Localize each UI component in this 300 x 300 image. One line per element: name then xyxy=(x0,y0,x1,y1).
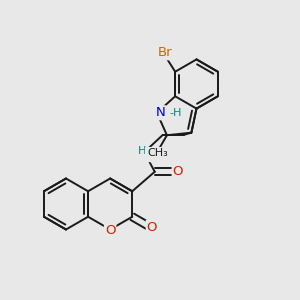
Text: O: O xyxy=(105,224,116,238)
Text: Br: Br xyxy=(158,46,172,59)
Text: O: O xyxy=(172,165,183,178)
Text: -H: -H xyxy=(169,108,182,118)
Text: N: N xyxy=(156,106,165,119)
Text: N: N xyxy=(146,148,156,161)
Text: O: O xyxy=(147,221,157,234)
Text: CH₃: CH₃ xyxy=(148,148,169,158)
Text: H: H xyxy=(138,146,146,156)
